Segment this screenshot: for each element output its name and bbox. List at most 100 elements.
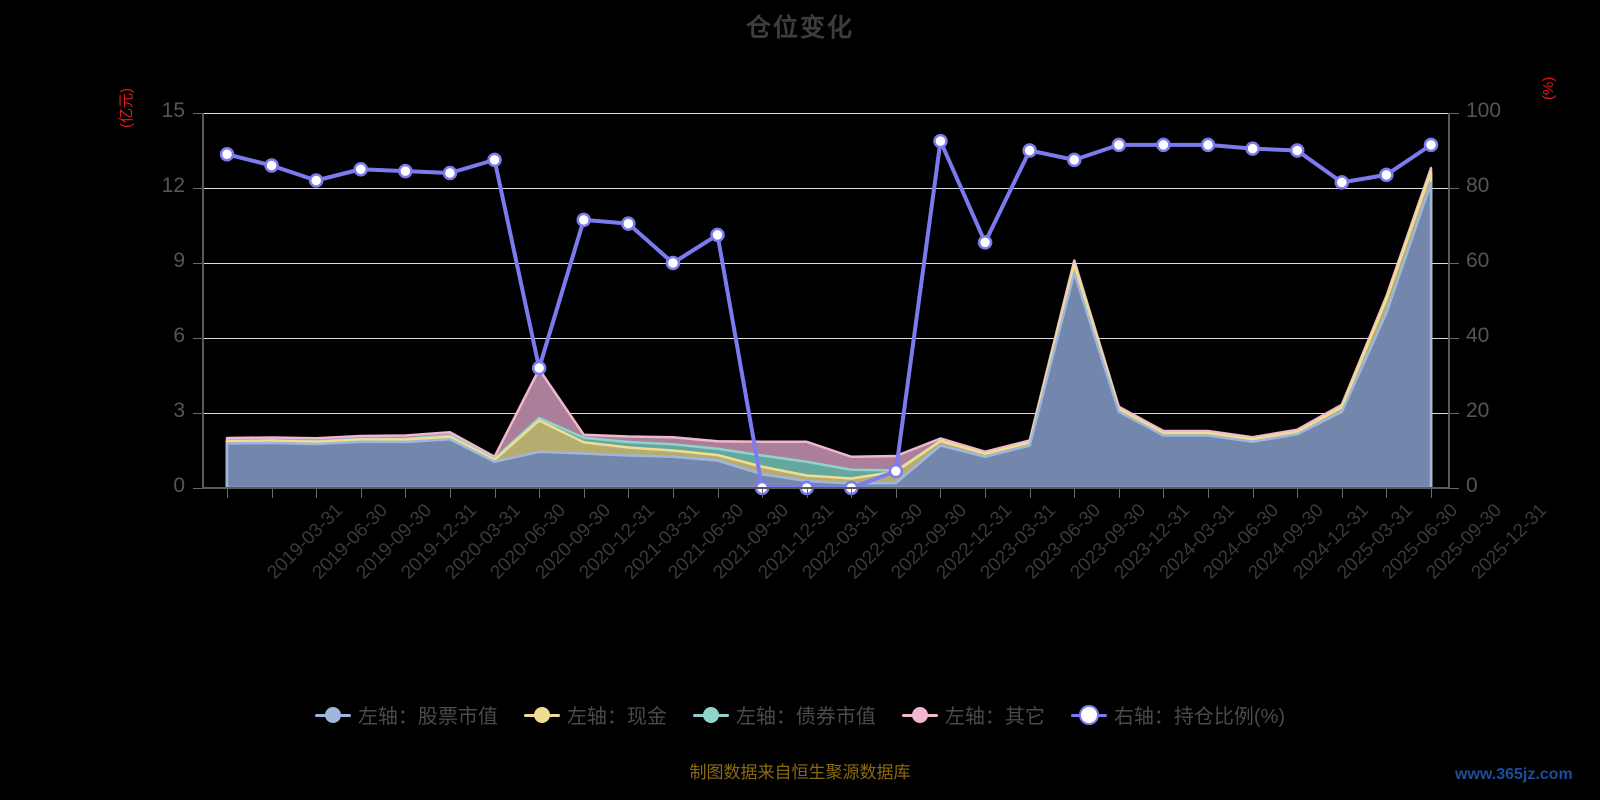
x-axis-tick [449,489,451,498]
x-axis-tick [940,489,942,498]
line-marker [933,133,948,149]
gridline [202,413,1448,414]
y-axis-left [202,113,204,488]
line-marker [621,216,636,231]
y-axis-left-tick [193,413,202,414]
x-axis-tick [539,489,541,498]
chart-canvas [202,113,1448,488]
y-axis-right [1448,113,1450,488]
y-axis-left-tick [193,188,202,189]
y-axis-right-tick-label: 80 [1466,174,1490,197]
y-axis-left-tick [193,263,202,264]
line-marker [1067,152,1082,168]
x-axis-tick [1074,489,1076,498]
x-axis-tick [1297,489,1299,498]
line-marker [442,165,458,181]
y-axis-right-tick [1450,263,1459,264]
legend-label: 左轴：股票市值 [357,706,498,728]
footer-note: 制图数据来自恒生聚源数据库 [689,763,911,782]
x-axis-tick [1208,489,1210,498]
x-axis-tick [360,489,362,498]
y-axis-right-tick-label: 20 [1466,399,1490,422]
line-marker [531,360,547,376]
page-title: 仓位变化 [745,14,854,42]
x-axis-tick [316,489,318,498]
legend-dot-icon [901,706,938,724]
line-marker [353,162,369,177]
x-axis-tick [1386,489,1388,498]
legend-item[interactable]: 左轴：股票市值 [314,700,498,729]
line-marker [576,212,591,228]
watermark: www.365jz.com [1455,766,1573,783]
line-marker [1200,137,1216,153]
x-axis [202,487,1450,489]
y-axis-left-tick-label: 9 [173,249,185,272]
x-axis-tick [271,489,273,498]
x-axis-tick [1029,489,1031,498]
y-axis-right-tick-label: 100 [1466,99,1502,122]
chart-legend: 左轴：股票市值 左轴：现金 左轴：债券市值 左轴：其它 右轴：持仓比例(%) [0,700,1600,729]
y-axis-right-tick [1450,338,1459,339]
gridline [202,338,1448,339]
x-axis-tick [1341,489,1343,498]
legend-dot [911,706,928,723]
line-marker [219,147,235,162]
gridline [202,188,1448,189]
y-axis-left-tick-label: 12 [161,174,185,197]
x-axis-tick [1431,489,1432,498]
y-axis-right-tick [1450,413,1459,414]
legend-dot [702,706,719,723]
line-marker [1245,141,1260,156]
line-marker [308,173,324,188]
y-axis-right-tick-label: 40 [1466,324,1490,347]
x-axis-tick [895,489,897,498]
y-axis-left-unit: (亿元) [118,88,135,128]
line-marker [1423,137,1439,153]
y-axis-right-tick [1450,488,1459,489]
y-axis-left-tick-label: 3 [173,399,185,422]
line-marker [1111,137,1127,153]
line-marker [888,463,904,479]
line-marker [977,235,993,250]
y-axis-left-tick [193,488,202,489]
line-marker [665,255,681,271]
x-axis-tick [806,489,808,498]
y-axis-left-tick-label: 15 [161,99,185,122]
legend-label: 左轴：其它 [944,706,1045,728]
line-marker [398,163,413,179]
line-marker [264,158,279,173]
x-axis-tick [494,489,496,498]
legend-item[interactable]: 左轴：其它 [901,700,1045,729]
x-axis-tick [717,489,719,498]
legend-item[interactable]: 左轴：现金 [523,700,667,729]
gridline [202,263,1448,264]
line-marker [710,227,725,243]
y-axis-right-tick-label: 60 [1466,249,1490,272]
area-series [225,181,1433,488]
chart-markers [219,133,1439,496]
line-marker [1022,143,1037,158]
legend-item[interactable]: 左轴：债券市值 [692,700,876,729]
x-axis-tick [851,489,853,498]
line-marker [1289,143,1305,158]
y-axis-right-tick-label: 0 [1466,474,1478,497]
line-series-holding-ratio [227,141,1431,488]
legend-label: 右轴：持仓比例(%) [1113,706,1286,728]
line-marker [1379,167,1394,183]
x-axis-tick [227,489,228,498]
x-axis-tick [1163,489,1165,498]
y-axis-right-unit: (%) [1540,76,1557,100]
x-axis-tick [583,489,585,498]
legend-label: 左轴：债券市值 [735,706,876,728]
gridline [202,113,1448,114]
y-axis-left-tick-label: 0 [173,474,185,497]
legend-dot-icon [523,706,560,724]
x-axis-tick [1252,489,1254,498]
y-axis-left-tick [193,338,202,339]
legend-item[interactable]: 右轴：持仓比例(%) [1070,700,1286,729]
x-axis-tick [628,489,630,498]
x-axis-tick [405,489,407,498]
line-marker [1334,175,1350,190]
line-marker [487,152,502,168]
